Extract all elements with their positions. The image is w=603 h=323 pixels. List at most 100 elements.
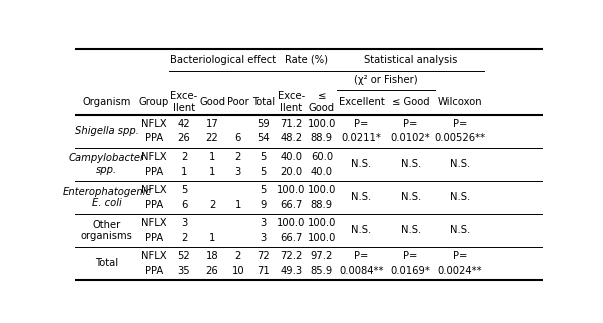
Text: 60.0: 60.0 [311, 152, 333, 162]
Text: 0.0102*: 0.0102* [391, 133, 431, 143]
Text: ≤ Good: ≤ Good [392, 97, 429, 107]
Text: 5: 5 [260, 167, 267, 176]
Text: P=: P= [403, 119, 418, 129]
Text: 0.0169*: 0.0169* [391, 266, 431, 276]
Text: 72: 72 [257, 251, 270, 261]
Text: Rate (%): Rate (%) [285, 55, 328, 65]
Text: 3: 3 [260, 233, 267, 243]
Text: Enterophatogenic
E. coli: Enterophatogenic E. coli [63, 186, 151, 208]
Text: Other
organisms: Other organisms [81, 220, 133, 241]
Text: Excellent: Excellent [339, 97, 385, 107]
Text: Bacteriological effect: Bacteriological effect [169, 55, 276, 65]
Text: N.S.: N.S. [352, 192, 371, 202]
Text: PPA: PPA [145, 266, 163, 276]
Text: 2: 2 [209, 200, 215, 210]
Text: 2: 2 [181, 152, 187, 162]
Text: Exce-
llent: Exce- llent [171, 91, 198, 113]
Text: 97.2: 97.2 [311, 251, 333, 261]
Text: NFLX: NFLX [141, 152, 166, 162]
Text: 26: 26 [206, 266, 218, 276]
Text: P=: P= [355, 119, 369, 129]
Text: 9: 9 [260, 200, 267, 210]
Text: 3: 3 [181, 218, 187, 228]
Text: 54: 54 [257, 133, 270, 143]
Text: PPA: PPA [145, 167, 163, 176]
Text: 6: 6 [181, 200, 187, 210]
Text: 48.2: 48.2 [280, 133, 303, 143]
Text: N.S.: N.S. [450, 192, 470, 202]
Text: P=: P= [403, 251, 418, 261]
Text: 35: 35 [178, 266, 191, 276]
Text: 1: 1 [209, 152, 215, 162]
Text: 100.0: 100.0 [308, 233, 336, 243]
Text: P=: P= [453, 119, 467, 129]
Text: 2: 2 [235, 251, 241, 261]
Text: 10: 10 [232, 266, 244, 276]
Text: N.S.: N.S. [450, 225, 470, 235]
Text: NFLX: NFLX [141, 185, 166, 195]
Text: N.S.: N.S. [352, 225, 371, 235]
Text: Group: Group [139, 97, 169, 107]
Text: ≤
Good: ≤ Good [309, 91, 335, 113]
Text: NFLX: NFLX [141, 119, 166, 129]
Text: 6: 6 [235, 133, 241, 143]
Text: P=: P= [453, 251, 467, 261]
Text: 5: 5 [260, 185, 267, 195]
Text: 88.9: 88.9 [311, 133, 333, 143]
Text: 100.0: 100.0 [277, 218, 306, 228]
Text: P=: P= [355, 251, 369, 261]
Text: 1: 1 [209, 167, 215, 176]
Text: 0.0211*: 0.0211* [342, 133, 382, 143]
Text: Exce-
llent: Exce- llent [278, 91, 305, 113]
Text: Organism: Organism [83, 97, 131, 107]
Text: PPA: PPA [145, 200, 163, 210]
Text: 26: 26 [178, 133, 191, 143]
Text: 22: 22 [206, 133, 218, 143]
Text: 3: 3 [260, 218, 267, 228]
Text: 66.7: 66.7 [280, 233, 303, 243]
Text: 1: 1 [235, 200, 241, 210]
Text: 5: 5 [181, 185, 187, 195]
Text: 49.3: 49.3 [280, 266, 303, 276]
Text: 18: 18 [206, 251, 218, 261]
Text: 40.0: 40.0 [280, 152, 303, 162]
Text: 71.2: 71.2 [280, 119, 303, 129]
Text: 0.0084**: 0.0084** [339, 266, 384, 276]
Text: N.S.: N.S. [450, 159, 470, 169]
Text: Shigella spp.: Shigella spp. [75, 126, 139, 136]
Text: 100.0: 100.0 [308, 119, 336, 129]
Text: NFLX: NFLX [141, 251, 166, 261]
Text: 72.2: 72.2 [280, 251, 303, 261]
Text: 71: 71 [257, 266, 270, 276]
Text: 0.00526**: 0.00526** [434, 133, 485, 143]
Text: Poor: Poor [227, 97, 248, 107]
Text: 5: 5 [260, 152, 267, 162]
Text: N.S.: N.S. [400, 225, 421, 235]
Text: 100.0: 100.0 [277, 185, 306, 195]
Text: (χ² or Fisher): (χ² or Fisher) [355, 75, 418, 85]
Text: N.S.: N.S. [400, 159, 421, 169]
Text: 2: 2 [235, 152, 241, 162]
Text: 1: 1 [181, 167, 187, 176]
Text: Good: Good [199, 97, 225, 107]
Text: 0.0024**: 0.0024** [437, 266, 482, 276]
Text: 2: 2 [181, 233, 187, 243]
Text: PPA: PPA [145, 133, 163, 143]
Text: 100.0: 100.0 [308, 218, 336, 228]
Text: 17: 17 [206, 119, 218, 129]
Text: Total: Total [252, 97, 275, 107]
Text: N.S.: N.S. [352, 159, 371, 169]
Text: Total: Total [95, 258, 118, 268]
Text: 52: 52 [178, 251, 191, 261]
Text: 59: 59 [257, 119, 270, 129]
Text: 88.9: 88.9 [311, 200, 333, 210]
Text: 3: 3 [235, 167, 241, 176]
Text: 20.0: 20.0 [280, 167, 303, 176]
Text: NFLX: NFLX [141, 218, 166, 228]
Text: 85.9: 85.9 [311, 266, 333, 276]
Text: Campylobacter
spp.: Campylobacter spp. [69, 153, 145, 175]
Text: 1: 1 [209, 233, 215, 243]
Text: 100.0: 100.0 [308, 185, 336, 195]
Text: 42: 42 [178, 119, 191, 129]
Text: N.S.: N.S. [400, 192, 421, 202]
